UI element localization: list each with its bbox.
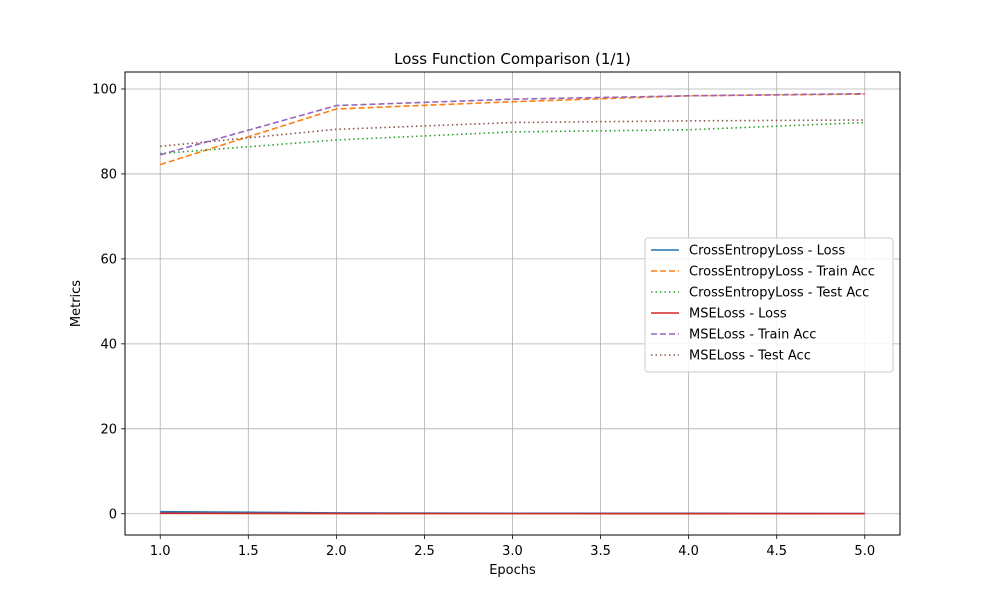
x-tick-label: 1.0 xyxy=(150,544,171,559)
series-line-mseloss-train-acc xyxy=(160,92,865,156)
y-tick-label: 100 xyxy=(92,82,117,97)
x-tick-label: 5.0 xyxy=(854,544,875,559)
chart-title: Loss Function Comparison (1/1) xyxy=(394,50,631,68)
y-tick-label: 60 xyxy=(100,252,117,267)
series-line-crossentropyloss-test-acc xyxy=(160,121,865,155)
y-tick-label: 80 xyxy=(100,167,117,182)
y-tick-label: 0 xyxy=(109,507,117,522)
x-tick-label: 2.0 xyxy=(326,544,347,559)
legend-label: MSELoss - Test Acc xyxy=(689,349,811,364)
y-tick-label: 20 xyxy=(100,422,117,437)
legend: CrossEntropyLoss - Loss CrossEntropyLoss … xyxy=(644,237,894,373)
x-tick-label: 3.5 xyxy=(590,544,611,559)
x-tick-label: 3.0 xyxy=(502,544,523,559)
y-axis-label: Metrics xyxy=(69,280,84,327)
legend-label: CrossEntropyLoss - Loss xyxy=(689,244,845,259)
legend-label: MSELoss - Train Acc xyxy=(689,328,816,343)
y-tick-label: 40 xyxy=(100,337,117,352)
series-lines xyxy=(159,92,865,515)
legend-box xyxy=(644,237,894,373)
legend-label: CrossEntropyLoss - Test Acc xyxy=(689,286,869,301)
x-tick-label: 2.5 xyxy=(414,544,435,559)
x-tick-label: 4.0 xyxy=(678,544,699,559)
axis-ticks: 1.0 1.5 2.0 2.5 3.0 3.5 4.0 4.5 5.0 0 20 40 60 80 100 xyxy=(92,82,875,559)
x-axis-label: Epochs xyxy=(489,563,536,578)
x-tick-label: 4.5 xyxy=(766,544,787,559)
series-line-mseloss-test-acc xyxy=(160,119,865,148)
legend-label: MSELoss - Loss xyxy=(689,307,787,322)
x-tick-label: 1.5 xyxy=(238,544,259,559)
legend-label: CrossEntropyLoss - Train Acc xyxy=(689,265,875,280)
